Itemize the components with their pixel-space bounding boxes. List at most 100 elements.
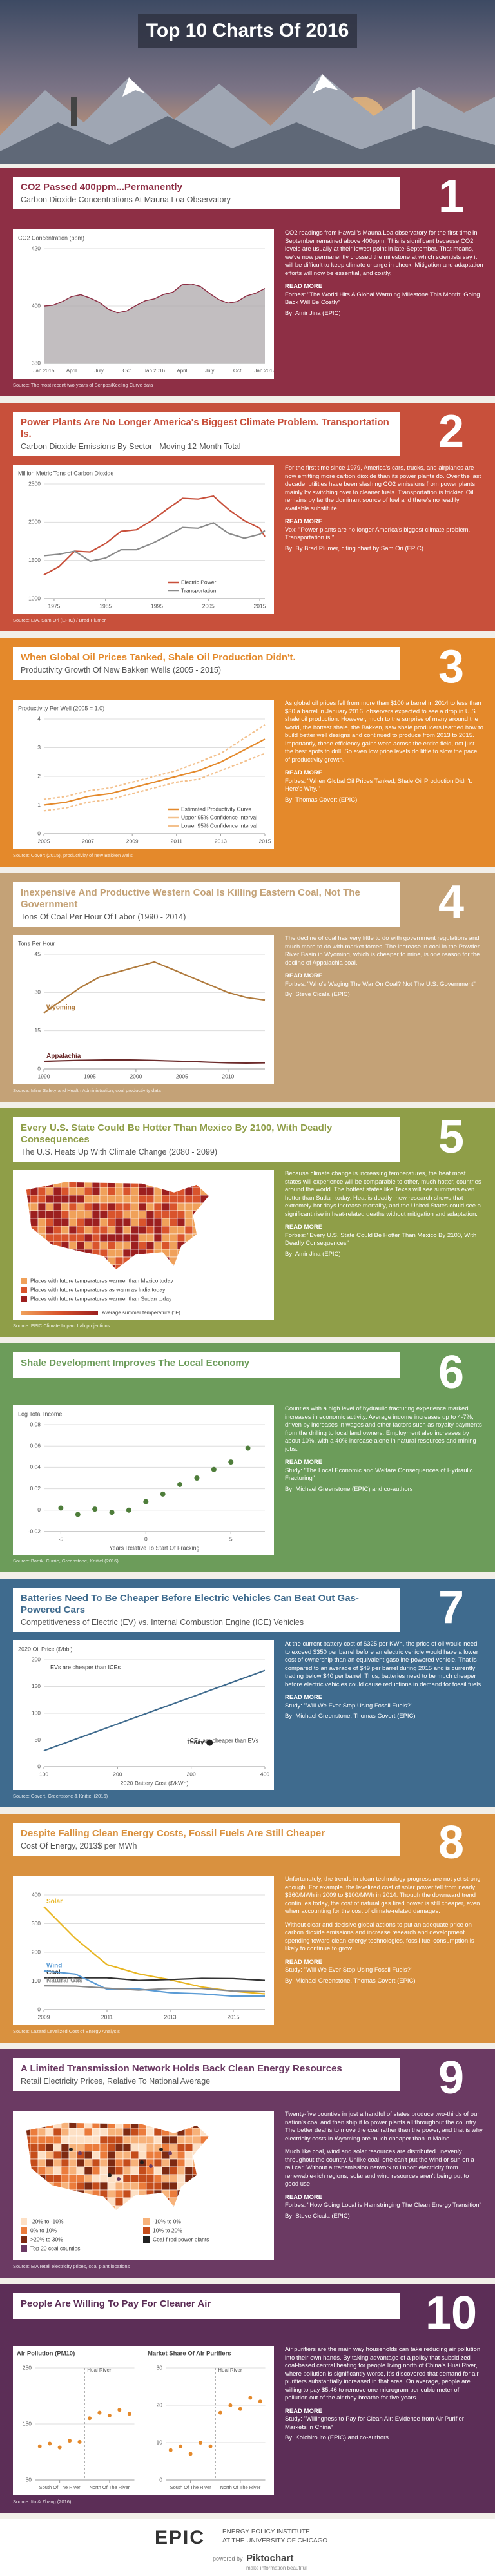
section-number: 3: [438, 641, 465, 693]
map-region: [30, 2151, 39, 2160]
map-region: [53, 1233, 62, 1242]
legend-label: Places with future temperatures warmer t…: [30, 1295, 172, 1302]
read-more-label: READ MORE: [285, 1958, 323, 1966]
map-region: [45, 2189, 54, 2198]
x-tick-label: 200: [113, 1771, 122, 1777]
text-column: CO2 readings from Hawaii's Mauna Loa obs…: [285, 229, 483, 318]
map-region: [53, 2205, 62, 2211]
map-region: [208, 2197, 209, 2206]
map-region: [53, 2135, 62, 2144]
map-region: [92, 2166, 101, 2175]
map-region: [208, 1187, 209, 1196]
text-column: The decline of coal has very little to d…: [285, 935, 483, 999]
title-card: Shale Development Improves The Local Eco…: [13, 1352, 400, 1378]
line: [43, 753, 266, 812]
annotation: Huai River: [87, 2367, 112, 2373]
map-marker: [159, 2148, 163, 2151]
map-region: [169, 2122, 178, 2129]
map-region: [76, 2166, 85, 2175]
map-region: [169, 2143, 178, 2152]
x-tick-label: 2005: [202, 602, 215, 609]
map-region: [76, 2122, 85, 2129]
map-region: [122, 2166, 131, 2175]
annotation: ICEs are cheaper than EVs: [188, 1737, 259, 1744]
map-region: [177, 1210, 186, 1219]
map-region: [208, 1226, 209, 1235]
map-region: [130, 2143, 139, 2152]
section-subtitle: Productivity Growth Of New Bakken Wells …: [21, 666, 222, 675]
map-region: [130, 2122, 139, 2129]
map-region: [169, 2174, 178, 2183]
map-region: [153, 1264, 162, 1270]
title-card: When Global Oil Prices Tanked, Shale Oil…: [13, 647, 400, 680]
map-region: [107, 2151, 116, 2160]
map-region: [45, 2143, 54, 2152]
map-region: [122, 1233, 131, 1242]
chart-title: Market Share Of Air Purifiers: [148, 2350, 231, 2358]
map-region: [84, 1233, 93, 1242]
map-region: [200, 1264, 209, 1270]
chart: 2020 Oil Price ($/bbl) 0 50 100 150 200 100 200…: [18, 1646, 269, 1786]
map-region: [45, 2135, 54, 2144]
x-tick-label: 2005: [176, 1073, 188, 1079]
map-region: [84, 2166, 93, 2175]
chart-card: CO2 Concentration (ppm) 380 400 420 Jan 2015…: [13, 229, 274, 379]
section-title: Despite Falling Clean Energy Costs, Foss…: [21, 1828, 325, 1839]
map-region: [115, 2182, 124, 2191]
map-region: [99, 1195, 108, 1204]
map-region: [76, 2197, 85, 2206]
map-region: [208, 2189, 209, 2198]
map-region: [68, 2122, 77, 2129]
map-region: [76, 2189, 85, 2198]
map-region: [208, 2213, 216, 2221]
chart-title: Air Pollution (PM10): [17, 2350, 75, 2358]
chart: Market Share Of Air Purifiers 0 10 20 30 Sout…: [148, 2350, 265, 2490]
map-region: [37, 2135, 46, 2144]
map-region: [30, 2189, 39, 2198]
map-region: [177, 1233, 186, 1242]
x-tick-label: Oct: [122, 368, 131, 374]
map-region: [115, 2151, 124, 2160]
map-region: [161, 2158, 170, 2167]
panel: Despite Falling Clean Energy Costs, Foss…: [0, 1814, 495, 2043]
y-tick-label: 1: [37, 802, 41, 808]
map-region: [122, 2122, 131, 2129]
series-label: Coal: [46, 1969, 61, 1976]
legend-label: Places with future temperatures warmer t…: [30, 1277, 173, 1283]
x-tick-label: North Of The River: [89, 2485, 130, 2490]
x-tick-label: 1995: [84, 1073, 96, 1079]
map-region: [53, 1195, 62, 1204]
legend-label: Lower 95% Confidence Interval: [181, 822, 257, 829]
y-tick-label: 200: [32, 1948, 41, 1955]
map-region: [216, 1195, 224, 1203]
map-region: [169, 1249, 178, 1258]
map-region: [99, 1233, 108, 1242]
map-region: [146, 1256, 155, 1265]
map-region: [107, 1187, 116, 1196]
data-point: [77, 2439, 82, 2444]
y-tick-label: 0.04: [30, 1464, 41, 1470]
section-number: 6: [438, 1347, 465, 1398]
map-region: [216, 2136, 224, 2144]
y-tick-label: 0.08: [30, 1421, 41, 1427]
data-point: [194, 1475, 200, 1481]
map-region: [84, 1187, 93, 1196]
map-region: [99, 1202, 108, 1211]
map-region: [138, 2166, 147, 2175]
map-region: [185, 2213, 193, 2221]
map-region: [184, 2151, 193, 2160]
map-region: [122, 2174, 131, 2183]
map-region: [115, 1202, 124, 1211]
section-title: Every U.S. State Could Be Hotter Than Me…: [21, 1122, 333, 1145]
map-region: [130, 2128, 139, 2137]
brand: Piktochart: [246, 2553, 294, 2564]
map-region: [138, 1187, 147, 1196]
map-region: [177, 1264, 186, 1270]
map-region: [107, 1202, 116, 1211]
map-region: [115, 1210, 124, 1219]
map-region: [115, 1226, 124, 1235]
map-region: [30, 2158, 39, 2167]
map-region: [184, 2128, 193, 2137]
map-region: [200, 2122, 209, 2129]
map-region: [200, 1233, 209, 1242]
